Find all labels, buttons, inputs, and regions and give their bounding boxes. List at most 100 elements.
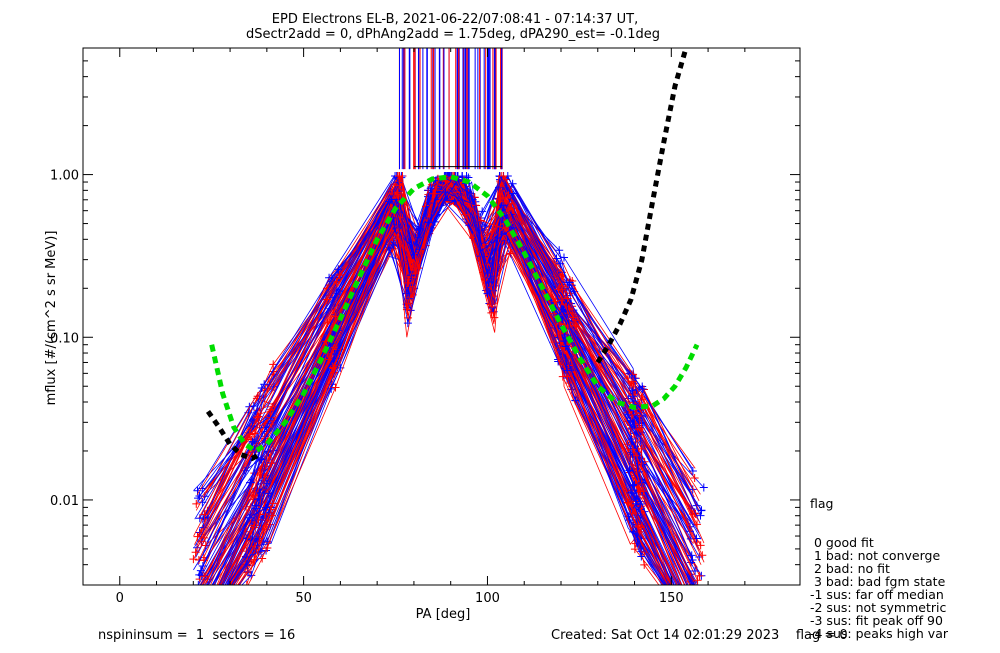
trace-marker xyxy=(199,586,207,594)
fit-curve-black-left xyxy=(205,409,261,462)
trace-marker xyxy=(196,566,205,575)
trace-marker xyxy=(696,617,704,625)
trace-marker xyxy=(696,511,705,520)
trace-marker xyxy=(693,582,695,585)
trace-marker xyxy=(195,491,204,500)
trace-marker xyxy=(253,413,262,422)
trace-marker xyxy=(563,366,572,375)
trace-marker xyxy=(324,355,333,364)
trace-marker xyxy=(693,576,702,585)
legend-item: -4 sus: peaks high var xyxy=(810,626,949,641)
trace-marker xyxy=(623,440,632,449)
trace-marker xyxy=(402,289,411,298)
chart-title-line1: EPD Electrons EL-B, 2021-06-22/07:08:41 … xyxy=(272,12,638,27)
trace-line xyxy=(206,191,696,585)
trace-line xyxy=(199,182,702,511)
trace-marker xyxy=(460,210,469,219)
trace-line xyxy=(229,177,672,585)
trace-marker xyxy=(695,595,703,603)
trace-marker xyxy=(200,619,208,627)
trace-marker xyxy=(630,545,639,554)
trace-marker xyxy=(258,554,267,563)
trace-marker xyxy=(556,259,565,268)
trace-marker xyxy=(691,603,699,611)
trace-marker xyxy=(198,498,207,507)
trace-line xyxy=(220,201,677,585)
trace-marker xyxy=(698,551,707,560)
trace-marker xyxy=(699,483,708,492)
trace-marker xyxy=(191,548,200,557)
trace-marker xyxy=(637,444,646,453)
x-axis-label: PA [deg] xyxy=(416,607,471,622)
trace-marker xyxy=(499,231,508,240)
y-tick-label-1: 0.10 xyxy=(50,331,79,346)
trace-marker xyxy=(402,305,411,314)
trace-marker xyxy=(688,606,696,614)
trace-marker xyxy=(458,172,467,181)
trace-marker xyxy=(250,542,259,551)
legend-item: 2 bad: no fit xyxy=(810,561,890,576)
trace-marker xyxy=(637,552,646,561)
legend-item: -1 sus: far off median xyxy=(810,587,944,602)
trace-marker xyxy=(190,598,198,606)
trace-marker xyxy=(251,501,260,510)
trace-marker xyxy=(428,189,437,198)
trace-marker xyxy=(194,606,202,614)
trace-marker xyxy=(485,277,494,286)
trace-marker xyxy=(257,455,266,464)
trace-marker xyxy=(636,487,645,496)
trace-marker xyxy=(198,562,207,571)
y-tick-label-2: 0.01 xyxy=(50,494,79,509)
trace-line xyxy=(200,186,692,570)
footer-right: Created: Sat Oct 14 02:01:29 2023 flag =… xyxy=(551,628,848,643)
trace-marker xyxy=(555,246,564,255)
trace-marker xyxy=(249,402,258,411)
trace-marker xyxy=(476,216,485,225)
trace-line xyxy=(218,175,688,585)
trace-line xyxy=(194,177,702,548)
trace-marker xyxy=(696,541,705,550)
plot-frame xyxy=(82,47,801,586)
fit-group xyxy=(205,48,700,462)
y-axis-label: mflux [#/(cm^2 s sr MeV)] xyxy=(44,231,59,406)
trace-marker xyxy=(568,313,577,322)
trace-marker xyxy=(395,181,404,190)
trace-marker xyxy=(427,213,436,222)
trace-marker xyxy=(499,172,508,181)
legend-item: 1 bad: not converge xyxy=(810,548,941,563)
trace-marker xyxy=(327,384,336,393)
chart-title-line2: dSectr2add = 0, dPhAng2add = 1.75deg, dP… xyxy=(246,27,660,42)
data-layer xyxy=(189,48,708,627)
fit-curve-green xyxy=(209,174,700,454)
fit-curve-black-right xyxy=(595,48,689,364)
trace-marker xyxy=(690,473,699,482)
legend-item: -2 sus: not symmetric xyxy=(810,600,947,615)
trace-marker xyxy=(636,499,645,508)
trace-marker xyxy=(248,421,257,430)
x-tick-label-3: 150 xyxy=(659,591,684,606)
trace-marker xyxy=(414,264,423,273)
trace-marker xyxy=(256,470,265,479)
trace-marker xyxy=(245,402,254,411)
trace-marker xyxy=(191,591,199,599)
trace-marker xyxy=(686,601,694,609)
trace-line xyxy=(203,182,691,585)
x-tick-label-1: 50 xyxy=(295,591,312,606)
trace-marker xyxy=(625,466,634,475)
trace-marker xyxy=(688,485,697,494)
trace-marker xyxy=(257,384,266,393)
trace-marker xyxy=(199,513,208,522)
trace-marker xyxy=(403,278,412,287)
trace-marker xyxy=(478,207,487,216)
trace-marker xyxy=(200,586,208,594)
trace-marker xyxy=(623,410,632,419)
trace-marker xyxy=(193,588,201,596)
trace-marker xyxy=(265,489,274,498)
trace-marker xyxy=(552,254,561,263)
trace-marker xyxy=(441,188,450,197)
trace-marker xyxy=(694,604,702,612)
trace-marker xyxy=(384,243,393,252)
trace-marker xyxy=(508,179,517,188)
trace-marker xyxy=(688,467,697,476)
